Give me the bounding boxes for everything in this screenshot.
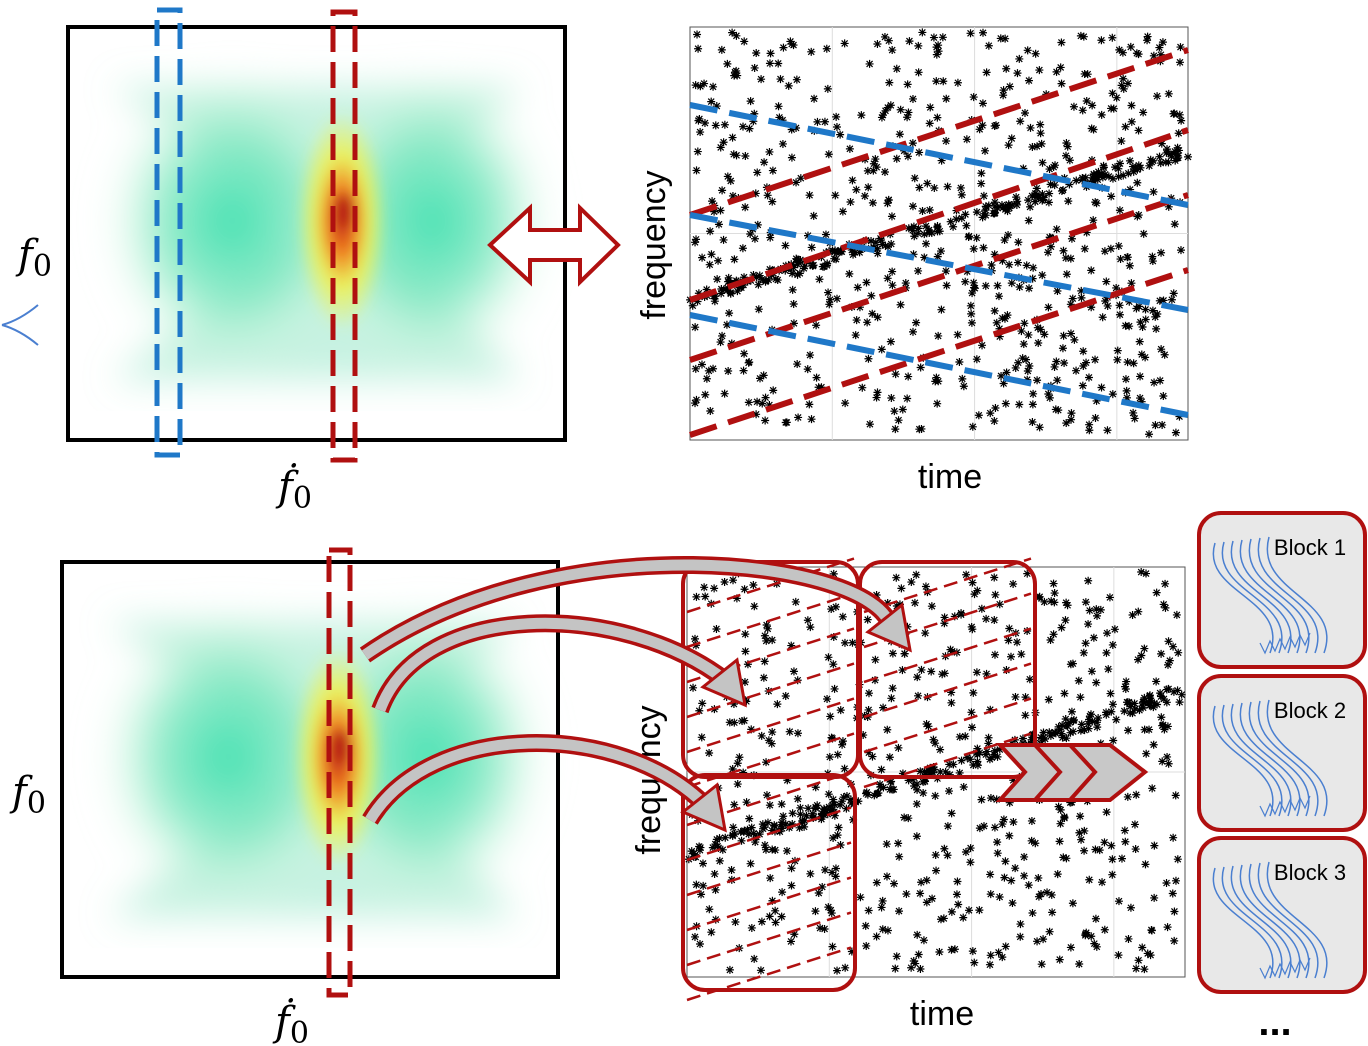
selection-box [330,9,358,463]
axis-label: ḟ0 [272,998,309,1046]
frame [60,560,560,979]
arrow-head [700,657,747,708]
chevron-arrow [995,743,1149,802]
wave [1212,867,1274,979]
axis-label: ḟ0 [275,463,312,516]
wave [1230,865,1292,979]
wave [1212,705,1274,817]
dashed-track [686,911,852,967]
hot-core [334,193,354,230]
chevron-lines [1033,743,1098,802]
wave [1257,862,1319,979]
ellipsis: ... [1258,1000,1291,1044]
dashed-track [689,102,1189,208]
wave [1257,700,1319,817]
wave-ticks [1259,957,1311,980]
scatter-plot [686,26,1192,441]
glow [98,607,358,908]
dashed-track [863,627,1032,684]
axis-label: time [918,458,982,496]
block-label: Block 1 [1274,535,1346,560]
arrow-body [365,737,709,823]
wave-ticks [1259,795,1311,818]
subscript: 0 [293,481,312,516]
curved-arrows [359,555,912,833]
arrow-head [865,602,912,653]
selection-box [326,547,353,998]
wave [1266,536,1328,654]
wave [1221,704,1283,817]
dashed-track [863,557,1032,614]
dashed-track [686,876,852,932]
wave [1230,540,1292,654]
hot-core [330,729,350,766]
selection-box [154,7,183,458]
dashed-track [686,592,855,649]
wave [1221,866,1283,979]
dashed-track [689,127,1189,303]
wave [1257,537,1319,654]
axis-label: time [910,995,974,1033]
dashed-track [689,312,1189,418]
wave [1266,699,1328,817]
subscript: 0 [27,786,46,821]
block-window [858,560,1037,779]
dashed-track [863,697,1032,754]
arrow-body [374,617,729,712]
subscript: 0 [290,1016,309,1046]
axis-label: frequency [635,170,673,319]
wave [1212,542,1274,654]
wave [1266,861,1328,979]
block-window [681,773,857,992]
block-label: Block 3 [1274,860,1346,885]
hot-layer [293,647,383,868]
subscript: 0 [33,249,52,284]
axis-label: f0 [9,769,46,821]
dashed-track [686,662,855,719]
double-arrow [487,203,621,287]
wave [1230,703,1292,817]
block-label: Block 2 [1274,698,1346,723]
heatmap [66,25,567,442]
dashed-track [863,662,1032,719]
arrow-head [680,782,727,833]
wave-ticks [1259,632,1311,655]
dashed-track [686,557,855,614]
dashed-track [686,841,852,897]
arrow-body [361,559,896,660]
dashed-track [689,47,1189,218]
hot-layer [297,111,387,332]
dashed-track [686,697,855,754]
dashed-track [689,212,1189,313]
brace-fragment [1,304,39,346]
blocks: Block 1 Block 2 Block 3 [1197,511,1367,994]
dashed-track [689,267,1189,438]
glow [102,71,362,372]
dashed-track [686,806,852,862]
wave [1221,541,1283,654]
axis-label: f0 [15,232,52,284]
